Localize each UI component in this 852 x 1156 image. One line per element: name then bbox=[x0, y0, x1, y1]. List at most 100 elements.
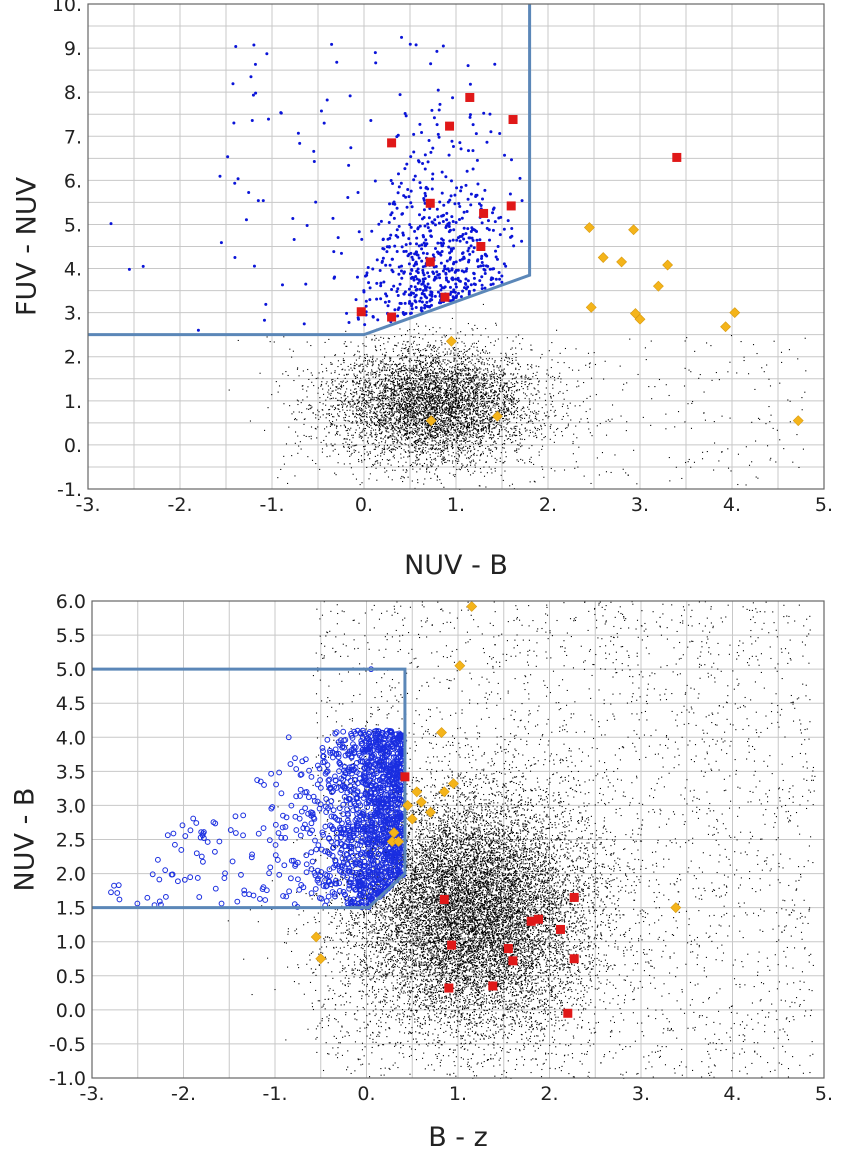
background-point bbox=[481, 350, 483, 352]
background-point bbox=[478, 386, 480, 388]
background-point bbox=[334, 354, 337, 356]
background-point bbox=[467, 447, 469, 449]
background-point bbox=[501, 429, 503, 431]
background-point bbox=[386, 416, 388, 418]
background-point bbox=[503, 393, 505, 396]
background-point bbox=[633, 449, 635, 451]
background-point bbox=[389, 360, 391, 362]
background-point bbox=[469, 374, 472, 376]
background-point bbox=[399, 390, 401, 392]
background-point bbox=[367, 372, 369, 374]
background-point bbox=[512, 398, 514, 400]
background-point bbox=[475, 412, 477, 414]
background-point bbox=[453, 354, 455, 356]
background-point bbox=[504, 414, 506, 416]
background-point bbox=[516, 417, 518, 419]
background-point bbox=[486, 410, 488, 412]
background-point bbox=[402, 381, 404, 383]
background-point bbox=[415, 417, 417, 419]
background-point bbox=[395, 423, 397, 426]
background-point bbox=[470, 462, 472, 464]
background-point bbox=[464, 394, 466, 397]
background-point bbox=[462, 353, 464, 355]
background-point bbox=[369, 384, 372, 386]
background-point bbox=[400, 371, 402, 373]
background-point bbox=[511, 401, 513, 403]
background-point bbox=[566, 412, 568, 414]
background-point bbox=[381, 424, 383, 426]
background-point bbox=[457, 400, 459, 402]
background-point bbox=[514, 449, 516, 452]
background-point bbox=[607, 419, 609, 421]
background-point bbox=[411, 402, 413, 404]
background-point bbox=[441, 424, 443, 426]
background-point bbox=[583, 382, 585, 384]
background-point bbox=[366, 381, 368, 383]
background-point bbox=[578, 369, 580, 371]
background-point bbox=[402, 408, 404, 411]
background-point bbox=[459, 422, 461, 424]
background-point bbox=[458, 350, 460, 353]
background-point bbox=[431, 403, 433, 405]
background-point bbox=[552, 406, 554, 408]
background-point bbox=[536, 378, 539, 380]
background-point bbox=[406, 394, 409, 396]
background-point bbox=[552, 387, 554, 389]
background-point bbox=[441, 463, 444, 465]
background-point bbox=[362, 430, 364, 432]
background-point bbox=[469, 412, 471, 415]
background-point bbox=[370, 356, 372, 358]
background-point bbox=[507, 364, 509, 366]
background-point bbox=[410, 370, 412, 372]
background-point bbox=[430, 466, 432, 468]
background-point bbox=[368, 426, 370, 428]
background-point bbox=[344, 377, 346, 379]
background-point bbox=[423, 462, 426, 465]
background-point bbox=[396, 402, 398, 404]
background-point bbox=[404, 442, 406, 445]
background-point bbox=[297, 400, 299, 402]
background-point bbox=[513, 397, 515, 399]
background-point bbox=[455, 380, 457, 382]
background-point bbox=[330, 397, 333, 400]
background-point bbox=[415, 348, 417, 351]
background-point bbox=[337, 453, 340, 455]
background-point bbox=[407, 444, 409, 446]
background-point bbox=[483, 377, 485, 380]
background-point bbox=[414, 403, 416, 406]
background-point bbox=[377, 403, 379, 405]
background-point bbox=[461, 434, 463, 436]
background-point bbox=[371, 393, 373, 395]
background-point bbox=[507, 431, 509, 433]
background-point bbox=[407, 396, 409, 398]
background-point bbox=[426, 370, 428, 372]
background-point bbox=[426, 466, 428, 468]
background-point bbox=[442, 439, 444, 441]
background-point bbox=[424, 380, 426, 382]
background-point bbox=[459, 440, 461, 442]
background-point bbox=[449, 353, 451, 355]
background-point bbox=[514, 403, 516, 405]
background-point bbox=[503, 389, 506, 391]
background-point bbox=[402, 412, 404, 414]
background-point bbox=[706, 451, 708, 453]
background-point bbox=[519, 414, 521, 417]
background-point bbox=[407, 378, 409, 380]
background-point bbox=[340, 393, 342, 395]
background-point bbox=[407, 418, 409, 420]
background-point bbox=[457, 378, 459, 380]
background-point bbox=[413, 383, 415, 385]
background-point bbox=[504, 460, 506, 463]
background-point bbox=[535, 365, 537, 367]
background-point bbox=[396, 400, 398, 402]
background-point bbox=[474, 416, 476, 418]
background-point bbox=[341, 403, 343, 406]
background-point bbox=[454, 391, 456, 393]
background-point bbox=[529, 461, 531, 463]
background-point bbox=[550, 397, 552, 399]
background-point bbox=[444, 389, 446, 391]
background-point bbox=[393, 384, 395, 387]
background-point bbox=[423, 395, 425, 397]
background-point bbox=[470, 460, 473, 462]
background-point bbox=[444, 425, 446, 427]
